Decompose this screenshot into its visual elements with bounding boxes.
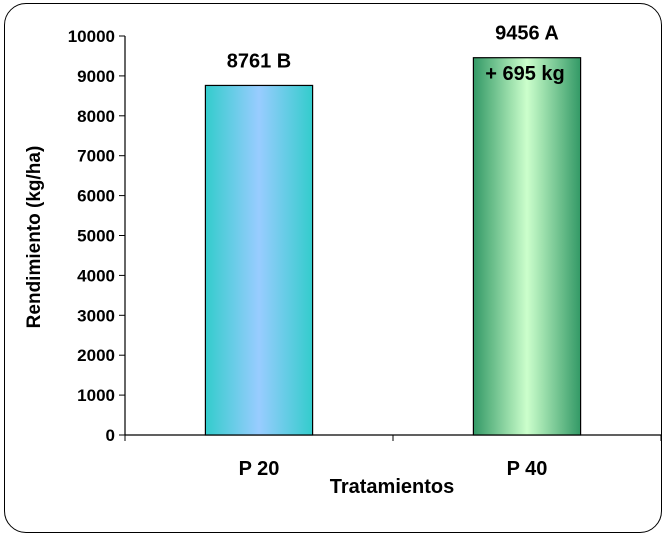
bar-2 xyxy=(472,57,582,436)
labels: P 20 8761 B P 40 9456 A xyxy=(227,23,559,480)
y-tick-label: 3000 xyxy=(77,306,115,325)
x-category-label: P 20 xyxy=(239,458,280,480)
y-tick-label: 8000 xyxy=(77,107,115,126)
x-category-label: P 40 xyxy=(507,458,548,480)
y-tick-label: 6000 xyxy=(77,187,115,206)
y-tick-label: 9000 xyxy=(77,67,115,86)
bar-data-label: 8761 B xyxy=(227,50,292,72)
annotation-increase: + 695 kg xyxy=(485,63,565,85)
y-axis-title: Rendimiento (kg/ha) xyxy=(24,146,45,329)
y-tick-label: 10000 xyxy=(68,27,115,46)
y-tick-label: 4000 xyxy=(77,266,115,285)
y-tick-label: 7000 xyxy=(77,147,115,166)
y-tick-label: 0 xyxy=(106,426,115,445)
x-axis-title: Tratamientos xyxy=(330,476,454,498)
bar-data-label: 9456 A xyxy=(495,23,559,45)
y-tick-label: 2000 xyxy=(77,346,115,365)
bars xyxy=(204,57,582,436)
bar-1 xyxy=(204,84,314,436)
y-tick-label: 1000 xyxy=(77,386,115,405)
y-tick-label: 5000 xyxy=(77,227,115,246)
